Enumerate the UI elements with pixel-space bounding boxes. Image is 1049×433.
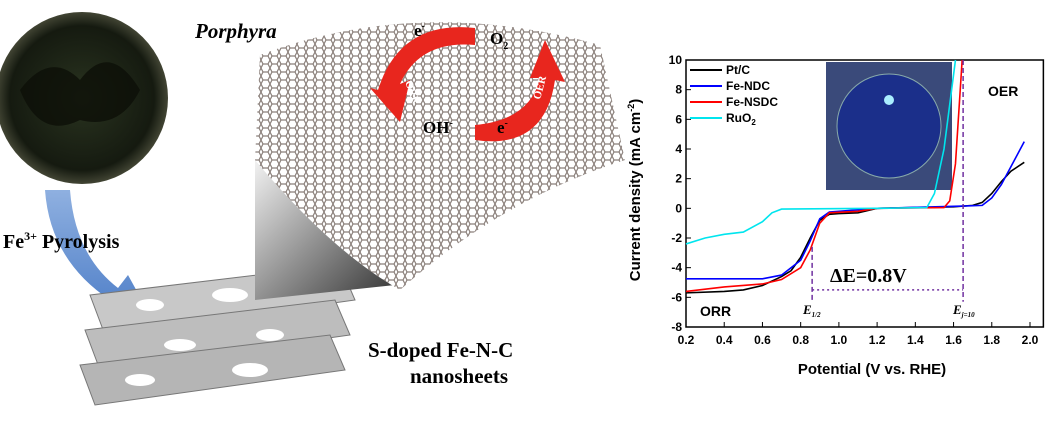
y-tick-label: 4 [675,142,682,156]
x-tick-label: 1.2 [869,333,886,347]
y-tick-label: -8 [671,320,682,334]
product-label-line1: S-doped Fe-N-C [368,338,513,362]
series-line-fe-nsdc [685,59,963,293]
x-tick-label: 1.0 [831,333,848,347]
legend-label: Fe-NDC [726,79,770,93]
x-tick-label: 1.8 [983,333,1000,347]
x-tick-label: 0.2 [678,333,695,347]
oer-annotation: OER [988,83,1018,99]
y-axis-label: Current density (mA cm-2) [626,99,644,282]
legend-label: RuO2 [726,111,756,127]
e-j10-label: Ej=10 [952,302,975,319]
porphyra-label: Porphyra [194,19,277,43]
x-tick-label: 0.8 [792,333,809,347]
x-tick-label: 0.6 [754,333,771,347]
orr-annotation: ORR [700,303,731,319]
x-tick-label: 1.6 [945,333,962,347]
pyrolysis-label: Fe3+ Pyrolysis [3,229,120,253]
legend-label: Fe-NSDC [726,95,778,109]
x-tick-label: 1.4 [907,333,924,347]
process-arrow-icon [45,190,150,315]
x-tick-label: 2.0 [1022,333,1039,347]
y-tick-label: -4 [671,261,682,275]
y-tick-label: 2 [675,172,682,186]
x-tick-label: 0.4 [716,333,733,347]
y-tick-label: -6 [671,290,682,304]
y-tick-label: -2 [671,231,682,245]
orr-arrow-icon [370,27,475,122]
legend-label: Pt/C [726,63,750,77]
delta-e-annotation: ΔE=0.8V [830,265,907,287]
y-tick-label: 10 [669,53,683,67]
y-tick-label: 0 [675,201,682,215]
e-half-label: E1/2 [802,302,821,319]
electron-label: e- [497,118,508,137]
x-axis-label: Potential (V vs. RHE) [798,361,946,378]
series-line-fe-ndc [686,141,1025,280]
series-line-ruo2 [685,59,957,245]
y-tick-label: 8 [675,83,682,97]
graphene-sheet [255,22,625,290]
product-label-line2: nanosheets [410,364,508,388]
plot-frame [685,59,1045,328]
o2-label: O2 [490,29,508,52]
y-tick-label: 6 [675,112,682,126]
oer-arrow-icon [475,40,565,142]
led-icon [884,95,894,105]
electron-label: e- [414,21,425,40]
oh-label: OH- [423,118,453,137]
